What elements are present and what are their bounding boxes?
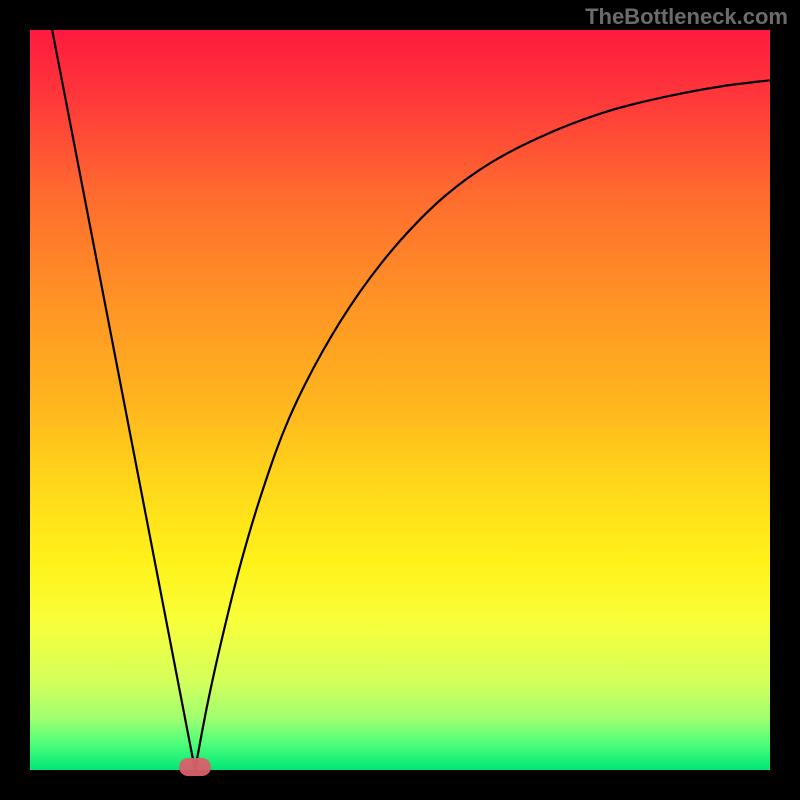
minimum-marker — [179, 758, 211, 776]
chart-container: TheBottleneck.com — [0, 0, 800, 800]
plot-area — [30, 30, 770, 770]
curve-path — [52, 30, 770, 770]
watermark-text: TheBottleneck.com — [585, 4, 788, 30]
curve-svg — [30, 30, 770, 770]
